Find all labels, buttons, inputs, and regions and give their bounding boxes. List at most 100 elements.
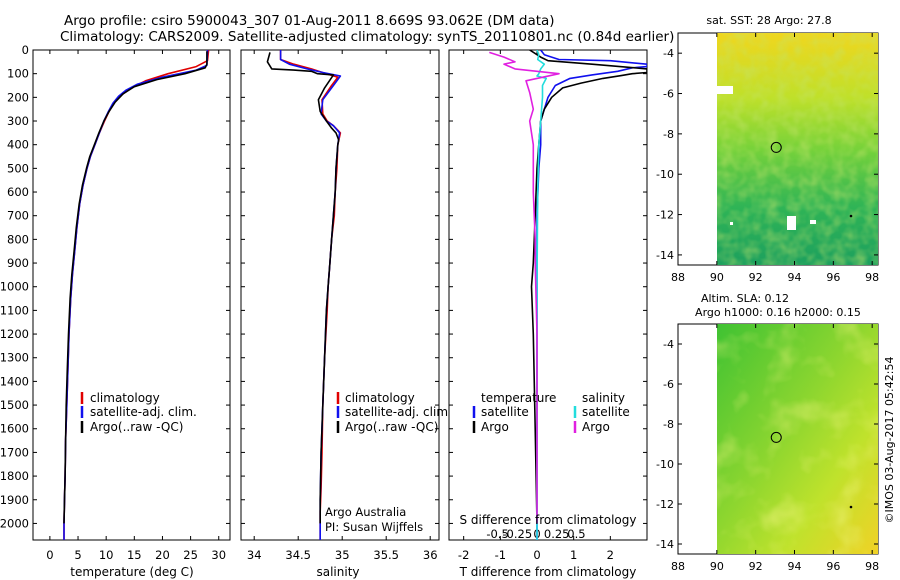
sla-map-subtitle: Argo h1000: 0.16 h2000: 0.15 [695, 306, 861, 319]
x-tick-label: 35 [335, 548, 350, 562]
sst-map-title: sat. SST: 28 Argo: 27.8 [706, 14, 831, 27]
x-tick-label: -1 [495, 548, 506, 562]
legend-label-t-satellite: satellite [481, 405, 529, 419]
salinity-axis-label: salinity [316, 565, 359, 579]
map-x-tick-label: 98 [865, 271, 879, 284]
sla-map-axes: 88 90 92 94 96 98 -4 -6 -8 -10 -12 -14 [656, 324, 879, 573]
sst-field-texture [717, 33, 878, 265]
sst-map-panel: sat. SST: 28 Argo: 27.8 88 90 92 94 96 98 -4 -6… [656, 14, 879, 284]
legend-label-satellite: satellite-adj. clim. [345, 405, 452, 419]
s-tick-label: 0.5 [567, 527, 585, 541]
difference-legend: temperature satellite Argo salinity sate… [472, 391, 630, 434]
x-tick-label: 20 [155, 548, 170, 562]
s-tick-label: 0.25 [544, 527, 570, 541]
legend-label-satellite: satellite-adj. clim. [90, 405, 197, 419]
y-tick-label: 1200 [0, 327, 29, 341]
series-line-s-argo [489, 51, 560, 524]
map-y-tick-label: -6 [663, 88, 674, 101]
figure-title-line-2: Climatology: CARS2009. Satellite-adjuste… [60, 29, 675, 45]
y-tick-label: 1300 [0, 351, 29, 365]
series-line-argo-raw-qc- [63, 51, 208, 524]
salinity-panel: 34 34.5 35 35.5 36 climatology satellite-adj… [240, 49, 452, 579]
copyright-credit: ©IMOS 03-Aug-2017 05:42:54 [883, 357, 896, 524]
y-tick-label: 2000 [0, 516, 29, 530]
y-tick-label: 1600 [0, 422, 29, 436]
difference-panel: -2 -1 0 1 2-0.5-0.25 0 0.250.5 temperature sat… [448, 49, 648, 579]
map-y-tick-label: -14 [656, 538, 674, 551]
map-y-tick-label: -12 [656, 209, 674, 222]
sst-gap [810, 220, 816, 224]
y-tick-label: 100 [7, 67, 29, 81]
x-tick-label: 10 [99, 548, 114, 562]
map-x-tick-label: 88 [671, 560, 685, 573]
argo-australia-annotation: Argo Australia [325, 505, 406, 519]
legend-label-t-argo: Argo [481, 420, 509, 434]
map-y-tick-label: -4 [663, 338, 674, 351]
salinity-depth-ticks [241, 49, 439, 524]
map-x-tick-label: 92 [749, 271, 763, 284]
salinity-series [266, 50, 342, 540]
legend-label-climatology: climatology [90, 391, 160, 405]
x-tick-label: 15 [127, 548, 142, 562]
y-tick-label: 1000 [0, 280, 29, 294]
x-tick-label: 34.5 [285, 548, 311, 562]
map-y-tick-label: -14 [656, 249, 674, 262]
y-tick-label: 1400 [0, 374, 29, 388]
x-tick-label: 2 [607, 548, 614, 562]
pi-annotation: PI: Susan Wijffels [325, 520, 423, 534]
y-tick-label: 800 [7, 232, 29, 246]
salinity-x-axis: 34 34.5 35 35.5 36 [247, 50, 438, 562]
sst-map-axes: 88 90 92 94 96 98 -4 -6 -8 -10 -12 -14 [656, 33, 879, 284]
x-tick-label: -2 [458, 548, 469, 562]
temperature-legend: climatology satellite-adj. clim. Argo(..… [80, 391, 197, 434]
map-x-tick-label: 98 [865, 560, 879, 573]
figure-title-line-1: Argo profile: csiro 5900043_307 01-Aug-2… [64, 13, 555, 29]
sst-gap [730, 222, 733, 225]
sst-gap [787, 216, 796, 230]
series-line-s-satellite [536, 50, 548, 540]
y-tick-label: 400 [7, 138, 29, 152]
map-y-tick-label: -6 [663, 378, 674, 391]
y-tick-label: 0 [22, 43, 29, 57]
island-dot [849, 214, 853, 218]
map-y-tick-label: -12 [656, 498, 674, 511]
x-tick-label: 1 [570, 548, 577, 562]
legend-label-climatology: climatology [345, 391, 415, 405]
difference-x-axis: -2 -1 0 1 2-0.5-0.25 0 0.250.5 [458, 50, 614, 562]
y-tick-label: 900 [7, 256, 29, 270]
difference-series [489, 50, 647, 540]
island-dot [849, 505, 853, 509]
series-line-argo-raw-qc- [266, 52, 340, 524]
y-tick-label: 1500 [0, 398, 29, 412]
map-x-tick-label: 96 [826, 271, 840, 284]
y-tick-label: 1700 [0, 445, 29, 459]
argo-position-marker [770, 141, 782, 153]
legend-label-argo: Argo(..raw -QC) [90, 420, 183, 434]
depth-axis: 0 100 200 300 400 500 600 700 800 900 1000 1100 1200… [0, 43, 230, 530]
t-difference-axis-label: T difference from climatology [459, 565, 637, 579]
map-y-tick-label: -8 [663, 418, 674, 431]
sst-gap [717, 86, 733, 94]
x-tick-label: 36 [423, 548, 438, 562]
legend-title-salinity: salinity [582, 391, 625, 405]
difference-axes-frame [448, 49, 648, 541]
s-difference-axis-label: S difference from climatology [460, 513, 637, 527]
sla-map-panel: Altim. SLA: 0.12 Argo h1000: 0.16 h2000:… [656, 292, 879, 573]
map-y-tick-label: -10 [656, 168, 674, 181]
legend-title-temperature: temperature [481, 391, 556, 405]
y-tick-label: 700 [7, 209, 29, 223]
x-tick-label: 34 [247, 548, 262, 562]
x-tick-label: 30 [211, 548, 226, 562]
sla-field-texture [717, 324, 878, 554]
salinity-legend: climatology satellite-adj. clim. Argo(..… [336, 391, 452, 434]
y-tick-label: 1900 [0, 493, 29, 507]
temperature-axes-frame [32, 49, 231, 541]
y-tick-label: 600 [7, 185, 29, 199]
series-line-t-argo [529, 50, 647, 524]
argo-position-marker [770, 431, 782, 443]
x-tick-label: 0 [46, 548, 53, 562]
temperature-axis-label: temperature (deg C) [70, 565, 193, 579]
sla-map-title: Altim. SLA: 0.12 [701, 292, 789, 305]
s-tick-label: -0.25 [502, 527, 532, 541]
